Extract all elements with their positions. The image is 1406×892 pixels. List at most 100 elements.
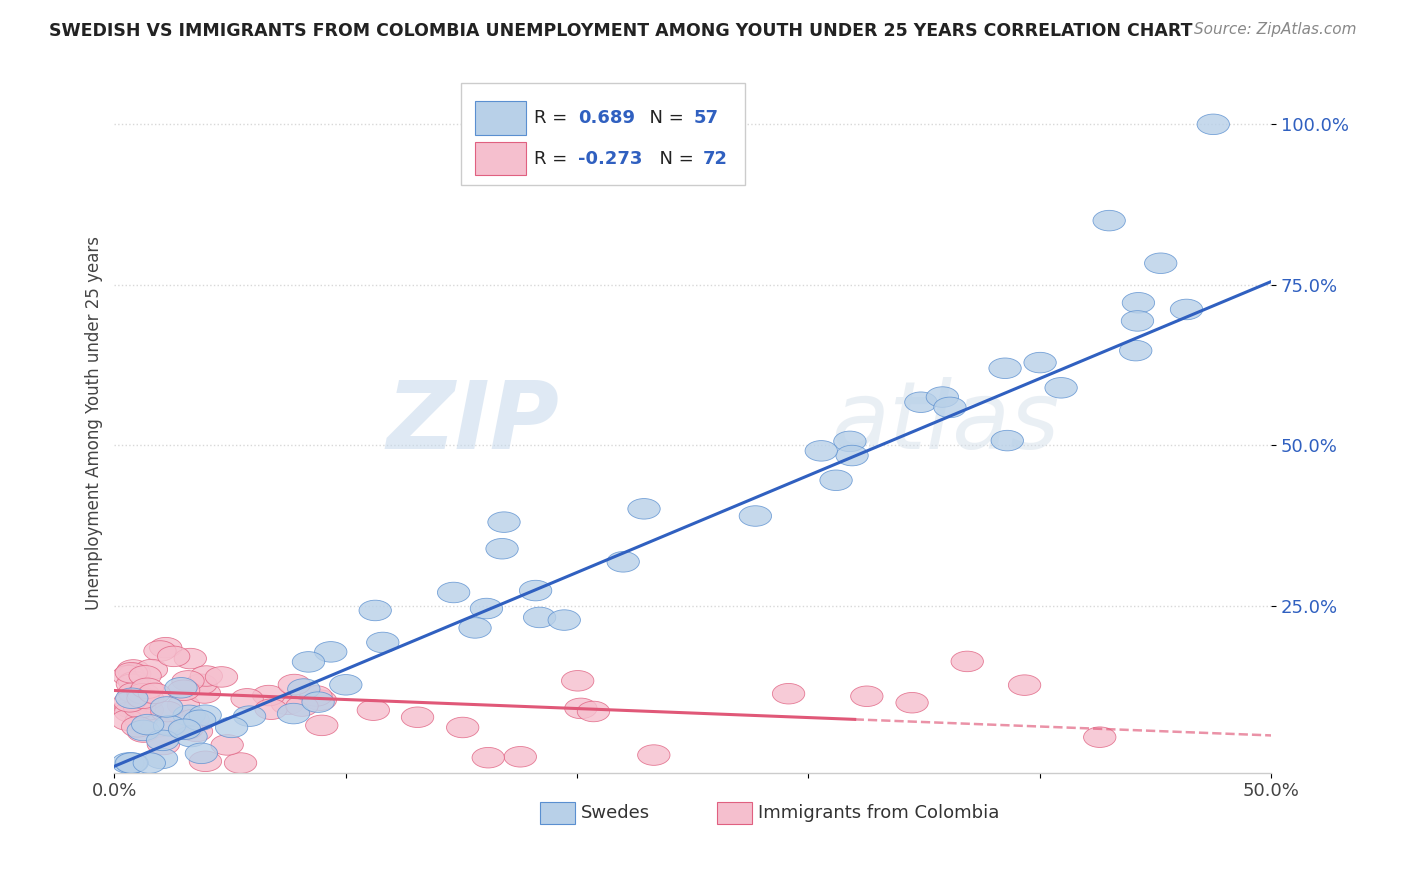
Ellipse shape	[904, 392, 936, 412]
Ellipse shape	[129, 665, 162, 686]
Text: R =: R =	[534, 110, 574, 128]
Ellipse shape	[505, 747, 537, 767]
Ellipse shape	[1092, 211, 1125, 231]
Ellipse shape	[231, 689, 263, 709]
Ellipse shape	[288, 679, 321, 699]
Ellipse shape	[112, 753, 145, 773]
FancyBboxPatch shape	[461, 84, 745, 185]
Ellipse shape	[150, 701, 183, 722]
Ellipse shape	[186, 743, 218, 764]
Ellipse shape	[115, 688, 148, 708]
Ellipse shape	[127, 688, 159, 708]
FancyBboxPatch shape	[717, 802, 752, 824]
Ellipse shape	[125, 711, 157, 731]
Ellipse shape	[1144, 253, 1177, 274]
Text: N =: N =	[638, 110, 690, 128]
Ellipse shape	[170, 719, 202, 739]
Ellipse shape	[628, 499, 661, 519]
Ellipse shape	[184, 674, 217, 695]
Ellipse shape	[112, 665, 145, 686]
Ellipse shape	[1024, 352, 1056, 373]
Ellipse shape	[991, 430, 1024, 450]
Ellipse shape	[285, 696, 318, 716]
Ellipse shape	[115, 663, 148, 683]
Ellipse shape	[561, 671, 593, 691]
Ellipse shape	[211, 735, 243, 756]
Ellipse shape	[367, 632, 399, 653]
Ellipse shape	[278, 674, 311, 695]
Ellipse shape	[134, 753, 166, 773]
Ellipse shape	[127, 683, 159, 704]
Ellipse shape	[565, 698, 598, 719]
Ellipse shape	[927, 387, 959, 408]
Ellipse shape	[146, 731, 179, 751]
Ellipse shape	[458, 617, 491, 638]
Ellipse shape	[304, 690, 336, 710]
Ellipse shape	[638, 745, 671, 765]
Ellipse shape	[851, 686, 883, 706]
Ellipse shape	[1121, 310, 1154, 331]
Ellipse shape	[115, 753, 149, 773]
Ellipse shape	[305, 715, 337, 736]
Text: R =: R =	[534, 150, 574, 168]
Ellipse shape	[131, 678, 163, 698]
Ellipse shape	[740, 506, 772, 526]
Text: 0.689: 0.689	[578, 110, 636, 128]
Ellipse shape	[834, 431, 866, 451]
Ellipse shape	[124, 687, 156, 707]
Ellipse shape	[1084, 727, 1116, 747]
Ellipse shape	[950, 651, 983, 672]
Ellipse shape	[1197, 114, 1229, 135]
Ellipse shape	[174, 648, 207, 669]
Ellipse shape	[188, 682, 221, 703]
Ellipse shape	[167, 695, 200, 715]
Ellipse shape	[578, 701, 610, 722]
Ellipse shape	[486, 539, 519, 559]
Ellipse shape	[121, 690, 153, 711]
Ellipse shape	[183, 710, 215, 731]
Ellipse shape	[837, 445, 869, 466]
Ellipse shape	[299, 686, 332, 706]
Ellipse shape	[114, 702, 146, 723]
Ellipse shape	[896, 692, 928, 713]
Ellipse shape	[1122, 293, 1154, 313]
Ellipse shape	[177, 709, 209, 730]
Ellipse shape	[142, 716, 174, 737]
Ellipse shape	[470, 599, 502, 619]
Ellipse shape	[150, 697, 183, 717]
Y-axis label: Unemployment Among Youth under 25 years: Unemployment Among Youth under 25 years	[86, 235, 103, 610]
FancyBboxPatch shape	[540, 802, 575, 824]
Ellipse shape	[1045, 377, 1077, 398]
Ellipse shape	[115, 753, 148, 773]
Ellipse shape	[271, 694, 304, 714]
Ellipse shape	[169, 719, 201, 739]
Text: N =: N =	[648, 150, 699, 168]
Ellipse shape	[167, 680, 200, 700]
FancyBboxPatch shape	[475, 101, 526, 135]
FancyBboxPatch shape	[475, 142, 526, 175]
Ellipse shape	[302, 692, 335, 713]
Ellipse shape	[143, 640, 176, 661]
Text: Immigrants from Colombia: Immigrants from Colombia	[758, 805, 998, 822]
Ellipse shape	[934, 397, 966, 417]
Ellipse shape	[173, 705, 205, 725]
Ellipse shape	[153, 715, 186, 736]
Ellipse shape	[111, 710, 143, 731]
Ellipse shape	[132, 714, 165, 735]
Text: 57: 57	[695, 110, 718, 128]
Ellipse shape	[437, 582, 470, 603]
Ellipse shape	[447, 717, 479, 738]
Ellipse shape	[329, 674, 361, 695]
Ellipse shape	[188, 705, 221, 725]
Text: 72: 72	[703, 150, 728, 168]
Ellipse shape	[121, 716, 153, 737]
Ellipse shape	[988, 358, 1021, 378]
Ellipse shape	[190, 665, 222, 686]
Ellipse shape	[118, 683, 150, 704]
Ellipse shape	[523, 607, 555, 628]
Ellipse shape	[401, 707, 433, 728]
Ellipse shape	[190, 751, 222, 772]
Ellipse shape	[225, 753, 257, 773]
Ellipse shape	[215, 717, 247, 738]
Ellipse shape	[117, 673, 149, 694]
